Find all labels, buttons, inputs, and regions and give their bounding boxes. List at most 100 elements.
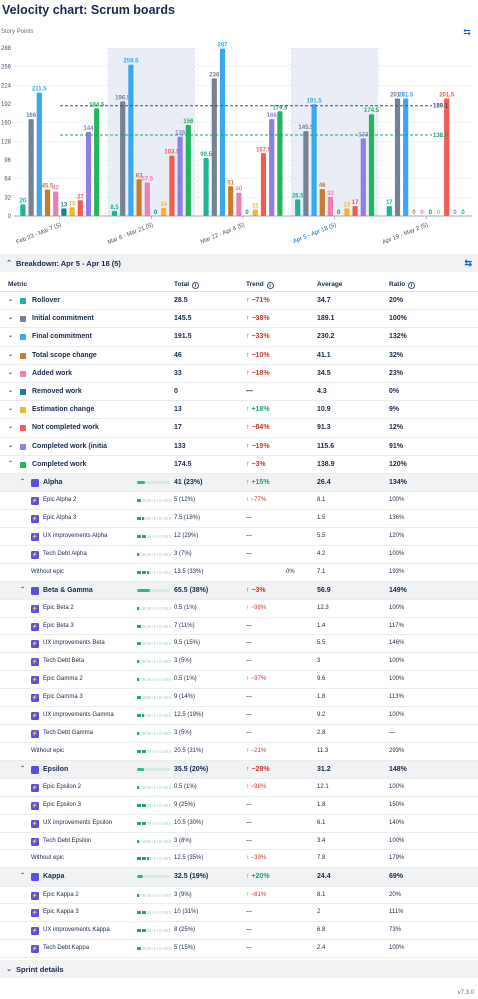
epic-row[interactable]: ⚡ Epic Kappa 2 3 (9%) ↑ −81% 8.1 20%: [0, 887, 478, 905]
progress-dot: [141, 534, 144, 538]
metric-row[interactable]: ⌄ Added work 33 ↑ −18% 34.5 23%: [0, 365, 478, 383]
epic-row[interactable]: ⚡ UX improvements Gamma 12.5 (19%) — 9.2 100%: [0, 707, 478, 725]
progress-dot: [168, 516, 171, 520]
progress-dot: [137, 534, 139, 538]
metric-row[interactable]: ⌄ Removed work 0 — 4.3 0%: [0, 383, 478, 402]
epic-row[interactable]: ⚡ Epic Beta 2 0.5 (1%) ↑ −98% 12.3 100%: [0, 600, 478, 618]
chevron-down-icon[interactable]: ⌄: [8, 333, 14, 340]
progress-dot: [154, 516, 156, 520]
epic-row[interactable]: Without epic 13.5 (33%) 0% 7.1 193%: [0, 564, 478, 582]
chevron-up-icon[interactable]: ⌃: [20, 478, 26, 485]
epic-icon: ⚡: [31, 801, 39, 810]
epic-average: 8.1: [317, 497, 326, 504]
progress-dot: [141, 570, 144, 574]
metric-trend: ↑ −84%: [246, 424, 270, 432]
breakdown-settings-icon[interactable]: ⇆: [464, 258, 472, 268]
chevron-up-icon[interactable]: ⌃: [20, 586, 26, 593]
bar: [61, 208, 67, 216]
metric-ratio: 120%: [389, 460, 407, 468]
progress-dot: [156, 534, 159, 538]
info-icon[interactable]: i: [408, 282, 416, 289]
group-row[interactable]: ⌃ Kappa 32.5 (19%) ↑ +20% 24.4 69%: [0, 868, 478, 887]
progress-dot: [151, 660, 154, 664]
epic-row[interactable]: ⚡ Epic Epsilon 2 0.5 (1%) ↑ −98% 12.1 100%: [0, 779, 478, 797]
chevron-down-icon[interactable]: ⌄: [8, 406, 14, 413]
chevron-up-icon[interactable]: ⌃: [20, 765, 26, 772]
epic-name: UX improvements Kappa: [43, 927, 110, 934]
epic-row[interactable]: ⚡ Tech Debt Beta 3 (5%) — 3 100%: [0, 653, 478, 672]
chevron-down-icon[interactable]: ⌄: [8, 442, 14, 449]
epic-row[interactable]: ⚡ Epic Gamma 3 9 (14%) — 1.8 113%: [0, 689, 478, 708]
epic-row[interactable]: ⚡ UX improvements Alpha 12 (29%) — 5.5 120%: [0, 528, 478, 546]
progress-dot: [166, 534, 169, 538]
progress-dot: [139, 821, 142, 825]
series-color-swatch: [20, 388, 26, 395]
metric-row[interactable]: ⌄ Not completed work 17 ↑ −84% 91.3 12%: [0, 419, 478, 438]
epic-row[interactable]: ⚡ Epic Alpha 2 5 (12%) ↑ −77% 8.1 100%: [0, 492, 478, 510]
progress-dot: [149, 606, 152, 610]
group-ratio: 149%: [389, 586, 407, 594]
metric-name: Estimation change: [32, 406, 95, 414]
chevron-down-icon[interactable]: ⌄: [8, 369, 14, 376]
epic-row[interactable]: ⚡ UX improvements Epsilon 10.5 (30%) — 6.1 14…: [0, 815, 478, 833]
metric-row[interactable]: ⌄ Final commitment 191.5 ↑ −33% 230.2 132%: [0, 328, 478, 347]
progress-dot: [137, 803, 139, 807]
chevron-down-icon[interactable]: ⌄: [8, 315, 14, 322]
epic-row[interactable]: Without epic 12.5 (35%) ↑ −39% 7.8 179%: [0, 850, 478, 869]
group-trend: ↑ +15%: [246, 478, 270, 486]
epic-name: Epic Gamma 3: [43, 694, 83, 701]
data-label: 20: [20, 198, 27, 204]
chevron-down-icon[interactable]: ⌄: [8, 387, 14, 394]
metric-row[interactable]: ⌄ Completed work (initia 133 ↑ −19% 115.6 91%: [0, 438, 478, 456]
group-row[interactable]: ⌃ Alpha 41 (23%) ↑ +15% 26.4 134%: [0, 473, 478, 493]
epic-row[interactable]: ⚡ Epic Gamma 2 0.5 (1%) ↑ −97% 9.6 100%: [0, 671, 478, 690]
progress-dot: [168, 821, 171, 825]
progress-dot: [163, 570, 166, 574]
epic-total: 3 (5%): [174, 658, 192, 665]
metric-row[interactable]: ⌄ Total scope change 46 ↑ −10% 41.1 32%: [0, 347, 478, 365]
metric-total: 191.5: [174, 333, 192, 341]
progress-dot: [159, 785, 161, 789]
epic-row[interactable]: Without epic 20.5 (31%) ↑ −21% 11.3 293%: [0, 743, 478, 761]
epic-row[interactable]: ⚡ Epic Epsilon 3 9 (25%) — 1.8 150%: [0, 797, 478, 815]
chevron-down-icon[interactable]: ⌄: [8, 351, 14, 358]
metric-ratio: 0%: [389, 387, 400, 395]
epic-row[interactable]: ⚡ Epic Alpha 3 7.5 (18%) — 1.5 136%: [0, 510, 478, 528]
breakdown-header[interactable]: ⌃ Breakdown: Apr 5 - Apr 18 (5) ⇆: [0, 254, 478, 272]
epic-row[interactable]: ⚡ Epic Beta 3 7 (11%) — 1.4 117%: [0, 618, 478, 636]
chevron-up-icon[interactable]: ⌃: [20, 873, 26, 880]
chevron-down-icon[interactable]: ⌄: [8, 297, 14, 303]
progress-dot: [161, 534, 164, 538]
epic-row[interactable]: ⚡ Tech Debt Alpha 3 (7%) — 4.2 100%: [0, 546, 478, 564]
bar: [344, 208, 350, 216]
group-row[interactable]: ⌃ Beta & Gamma 65.5 (38%) ↑ −3% 56.9 149%: [0, 581, 478, 600]
metric-average: 91.3: [317, 424, 331, 432]
sprint-details-header[interactable]: ⌄ Sprint details: [0, 960, 478, 978]
data-label: 27: [77, 194, 84, 200]
metric-row[interactable]: ⌄ Rollover 28.5 ↑ −71% 34.7 20%: [0, 292, 478, 311]
metric-row[interactable]: ⌃ Completed work 174.5 ↑ −3% 138.9 120%: [0, 456, 478, 474]
chevron-down-icon[interactable]: ⌄: [8, 424, 14, 431]
epic-row[interactable]: ⚡ Tech Debt Kappa 5 (15%) — 2.4 100%: [0, 940, 478, 959]
epic-row[interactable]: ⚡ Tech Debt Epsilon 3 (8%) — 3.4 100%: [0, 833, 478, 851]
progress-dot: [139, 696, 142, 700]
data-label: 166: [26, 113, 37, 119]
info-icon[interactable]: i: [191, 282, 199, 289]
epic-row[interactable]: ⚡ Tech Debt Gamma 3 (5%) — 2.8 —: [0, 725, 478, 743]
metric-row[interactable]: ⌄ Estimation change 13 ↑ +18% 10.9 9%: [0, 401, 478, 420]
metric-total: 174.5: [174, 460, 192, 468]
series-color-swatch: [20, 425, 26, 432]
epic-row[interactable]: ⚡ Epic Kappa 3 10 (31%) — 2 111%: [0, 904, 478, 923]
data-label: 0: [420, 210, 424, 216]
metric-row[interactable]: ⌄ Initial commitment 145.5 ↑ −38% 189.1 100%: [0, 310, 478, 329]
chart-settings-icon[interactable]: ⇆: [463, 27, 471, 37]
epic-row[interactable]: ⚡ UX improvements Beta 9.5 (15%) — 5.5 146%: [0, 635, 478, 654]
progress-dot: [161, 570, 164, 574]
group-row[interactable]: ⌃ Epsilon 35.5 (20%) ↑ −28% 31.2 148%: [0, 760, 478, 779]
progress-dot: [149, 570, 152, 574]
progress-dot: [137, 893, 139, 897]
epic-row[interactable]: ⚡ UX improvements Kappa 8 (25%) — 6.8 73%: [0, 922, 478, 941]
chevron-down-icon[interactable]: ⌃: [8, 460, 14, 467]
info-icon[interactable]: i: [266, 282, 274, 289]
progress-dot: [137, 731, 139, 735]
